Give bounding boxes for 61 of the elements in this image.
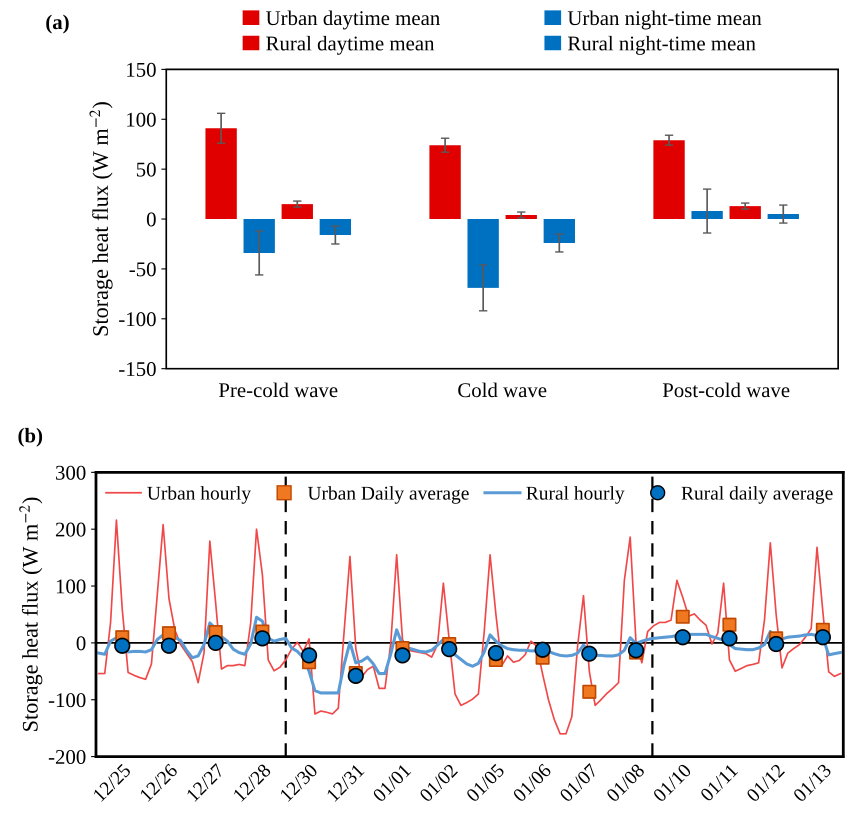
legend-label: Rural night-time mean [568,36,756,55]
point [208,634,224,651]
y-tick-label: 100 [127,112,156,127]
legend-label: Rural daily average [682,486,833,504]
y-tick-label: -50 [130,262,156,276]
legend-label: Urban daytime mean [266,10,440,30]
bar [730,206,761,220]
y-tick-label: -100 [48,693,86,708]
point [114,638,130,654]
point [488,645,504,662]
bar [320,219,352,235]
bar [467,219,499,288]
x-tick-label: Post-cold wave [662,382,790,398]
y-tick-label: 200 [56,522,86,537]
point [534,642,551,658]
y-tick-label: -200 [48,750,86,764]
bar [205,128,237,220]
bar [653,140,685,220]
chart-title: (a) [46,14,69,34]
bar [429,145,461,220]
point [628,642,644,658]
chart-title: (b) [18,428,42,447]
y-axis-title: Storage heat flux (W m$^{−2}$) [19,498,42,731]
legend-label: Rural daytime mean [266,36,434,55]
point [674,629,691,646]
y-tick-label: 150 [127,62,156,77]
point [768,636,784,652]
point [160,638,178,654]
bar [506,215,537,220]
legend-label: Urban night-time mean [568,10,762,30]
bar [282,204,313,220]
x-tick-label: Pre-cold wave [218,382,338,398]
y-tick-label: 0 [76,636,86,650]
y-tick-label: -100 [119,312,156,326]
legend-label: Rural hourly [526,486,625,504]
point [676,610,690,624]
line-series [98,519,842,735]
x-tick-label: Cold wave [458,382,546,398]
bar [691,211,723,220]
bar [768,214,799,220]
y-tick-label: 0 [146,212,156,226]
point [441,641,458,658]
y-tick-label: 300 [56,466,86,480]
y-tick-label: -150 [119,362,156,376]
legend-label: Urban hourly [147,486,251,504]
point [162,626,176,640]
bar [244,219,275,253]
point [721,630,738,646]
point [582,684,596,699]
point [581,646,598,662]
point [394,647,411,664]
legend-label: Urban Daily average [308,486,469,504]
point [254,630,270,646]
point [348,668,364,684]
point [814,629,831,646]
point [300,647,318,664]
point [722,618,736,632]
y-tick-label: 100 [56,579,86,594]
y-axis-title: Storage heat flux (W m$^{−2}$) [89,102,113,336]
y-tick-label: 50 [136,162,156,177]
bar [544,219,575,243]
